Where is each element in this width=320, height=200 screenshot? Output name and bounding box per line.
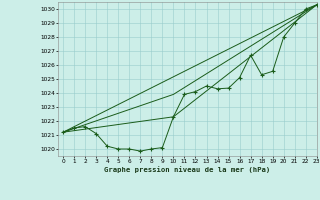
X-axis label: Graphe pression niveau de la mer (hPa): Graphe pression niveau de la mer (hPa) [104,166,270,173]
